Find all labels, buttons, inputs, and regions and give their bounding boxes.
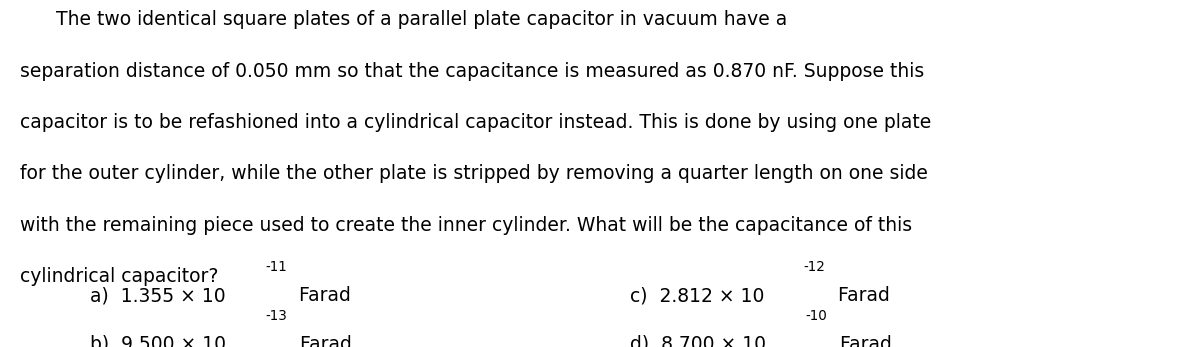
Text: for the outer cylinder, while the other plate is stripped by removing a quarter : for the outer cylinder, while the other …	[20, 164, 929, 184]
Text: -10: -10	[805, 309, 827, 323]
Text: a)  1.355 × 10: a) 1.355 × 10	[90, 286, 226, 305]
Text: -12: -12	[803, 260, 826, 274]
Text: separation distance of 0.050 mm so that the capacitance is measured as 0.870 nF.: separation distance of 0.050 mm so that …	[20, 62, 925, 81]
Text: -11: -11	[265, 260, 287, 274]
Text: Farad: Farad	[832, 286, 889, 305]
Text: capacitor is to be refashioned into a cylindrical capacitor instead. This is don: capacitor is to be refashioned into a cy…	[20, 113, 931, 132]
Text: The two identical square plates of a parallel plate capacitor in vacuum have a: The two identical square plates of a par…	[20, 10, 787, 29]
Text: -13: -13	[265, 309, 287, 323]
Text: Farad: Farad	[293, 286, 350, 305]
Text: Farad: Farad	[294, 335, 352, 347]
Text: b)  9.500 × 10: b) 9.500 × 10	[90, 335, 226, 347]
Text: d)  8.700 × 10: d) 8.700 × 10	[630, 335, 766, 347]
Text: Farad: Farad	[834, 335, 892, 347]
Text: with the remaining piece used to create the inner cylinder. What will be the cap: with the remaining piece used to create …	[20, 216, 912, 235]
Text: c)  2.812 × 10: c) 2.812 × 10	[630, 286, 764, 305]
Text: cylindrical capacitor?: cylindrical capacitor?	[20, 267, 218, 286]
